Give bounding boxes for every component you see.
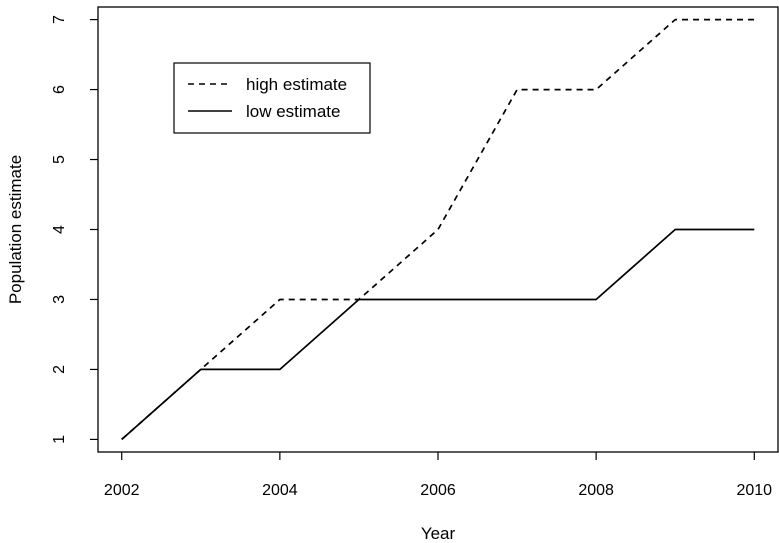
series-line-high-estimate	[121, 18, 755, 441]
x-tick-label: 2010	[736, 482, 772, 499]
x-tick-label: 2004	[262, 482, 298, 499]
y-tick-label: 3	[51, 295, 68, 304]
y-tick-label: 4	[51, 225, 68, 234]
x-tick-label: 2008	[578, 482, 614, 499]
y-tick-label: 5	[51, 155, 68, 164]
series-line-low-estimate	[121, 228, 755, 441]
y-axis: 1 2 3 4 5 6 7	[51, 15, 98, 444]
legend-box	[173, 62, 371, 134]
y-tick-label: 1	[51, 435, 68, 444]
y-tick-label: 2	[51, 365, 68, 374]
x-tick-label: 2002	[104, 482, 140, 499]
y-tick-label: 6	[51, 85, 68, 94]
legend-label-low-estimate: low estimate	[246, 102, 340, 121]
legend-label-high-estimate: high estimate	[246, 75, 347, 94]
y-axis-title: Population estimate	[6, 155, 25, 304]
x-tick-label: 2006	[420, 482, 456, 499]
plot-frame	[97, 6, 779, 453]
legend: high estimate low estimate	[173, 62, 371, 134]
y-tick-label: 7	[51, 15, 68, 24]
x-axis-title: Year	[421, 524, 456, 543]
x-axis: 2002 2004 2006 2008 2010	[104, 452, 772, 499]
series-layer	[121, 18, 755, 441]
